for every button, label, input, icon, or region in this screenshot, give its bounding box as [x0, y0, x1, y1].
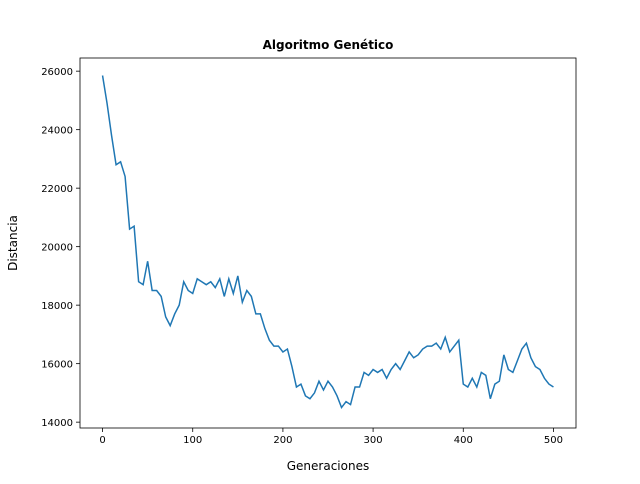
- x-tick-label: 300: [364, 435, 383, 446]
- x-tick-label: 100: [183, 435, 202, 446]
- data-line: [101, 75, 554, 410]
- plot-frame: [79, 57, 577, 429]
- x-tick-label: 400: [454, 435, 473, 446]
- x-tick-label: 200: [273, 435, 292, 446]
- x-tick-label: 500: [544, 435, 563, 446]
- y-tick-label: 18000: [41, 301, 73, 312]
- y-tick-label: 20000: [41, 243, 73, 254]
- y-tick-label: 14000: [41, 418, 73, 429]
- y-axis-label: Distancia: [6, 215, 20, 271]
- chart-title: Algoritmo Genético: [263, 38, 394, 52]
- x-axis-label: Generaciones: [287, 459, 369, 473]
- y-tick-label: 26000: [41, 67, 73, 78]
- y-tick-label: 22000: [41, 184, 73, 195]
- y-tick-label: 24000: [41, 126, 73, 137]
- y-tick-label: 16000: [41, 360, 73, 371]
- x-tick-label: 0: [99, 435, 105, 446]
